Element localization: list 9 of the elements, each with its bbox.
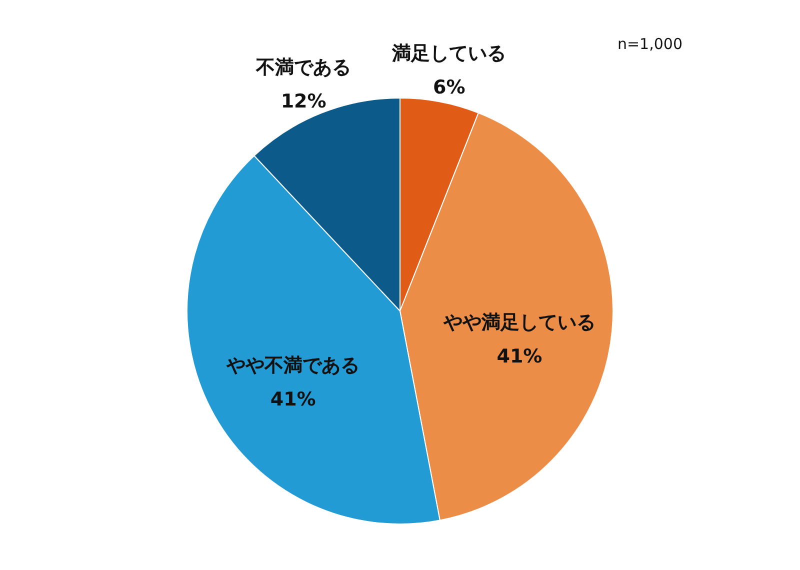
slice-label: 不満である <box>255 56 352 78</box>
data-label: 41% <box>496 345 542 368</box>
text: n=1,000 <box>617 35 683 53</box>
slice-label: 満足している <box>391 42 506 65</box>
slice-label: やや不満である <box>226 354 360 376</box>
data-label: 41% <box>270 388 316 410</box>
slice-label: やや満足している <box>442 311 596 334</box>
data-label: 6% <box>432 76 466 99</box>
data-label: 12% <box>280 90 326 112</box>
